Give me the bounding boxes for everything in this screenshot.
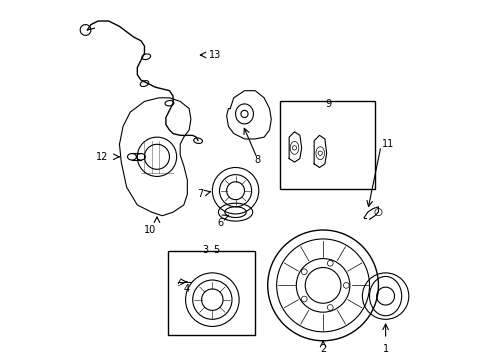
Text: 7: 7	[197, 189, 203, 199]
Text: 3: 3	[202, 245, 208, 255]
Text: 9: 9	[325, 99, 331, 109]
Text: 2: 2	[319, 344, 325, 354]
Text: 6: 6	[217, 217, 223, 228]
Text: 11: 11	[381, 139, 393, 149]
Text: 4: 4	[183, 284, 189, 294]
Text: 12: 12	[96, 152, 108, 162]
Text: 1: 1	[382, 344, 388, 354]
Text: 13: 13	[208, 50, 221, 60]
Text: 5: 5	[212, 245, 219, 255]
Text: 10: 10	[143, 225, 156, 235]
Text: 8: 8	[254, 156, 260, 165]
